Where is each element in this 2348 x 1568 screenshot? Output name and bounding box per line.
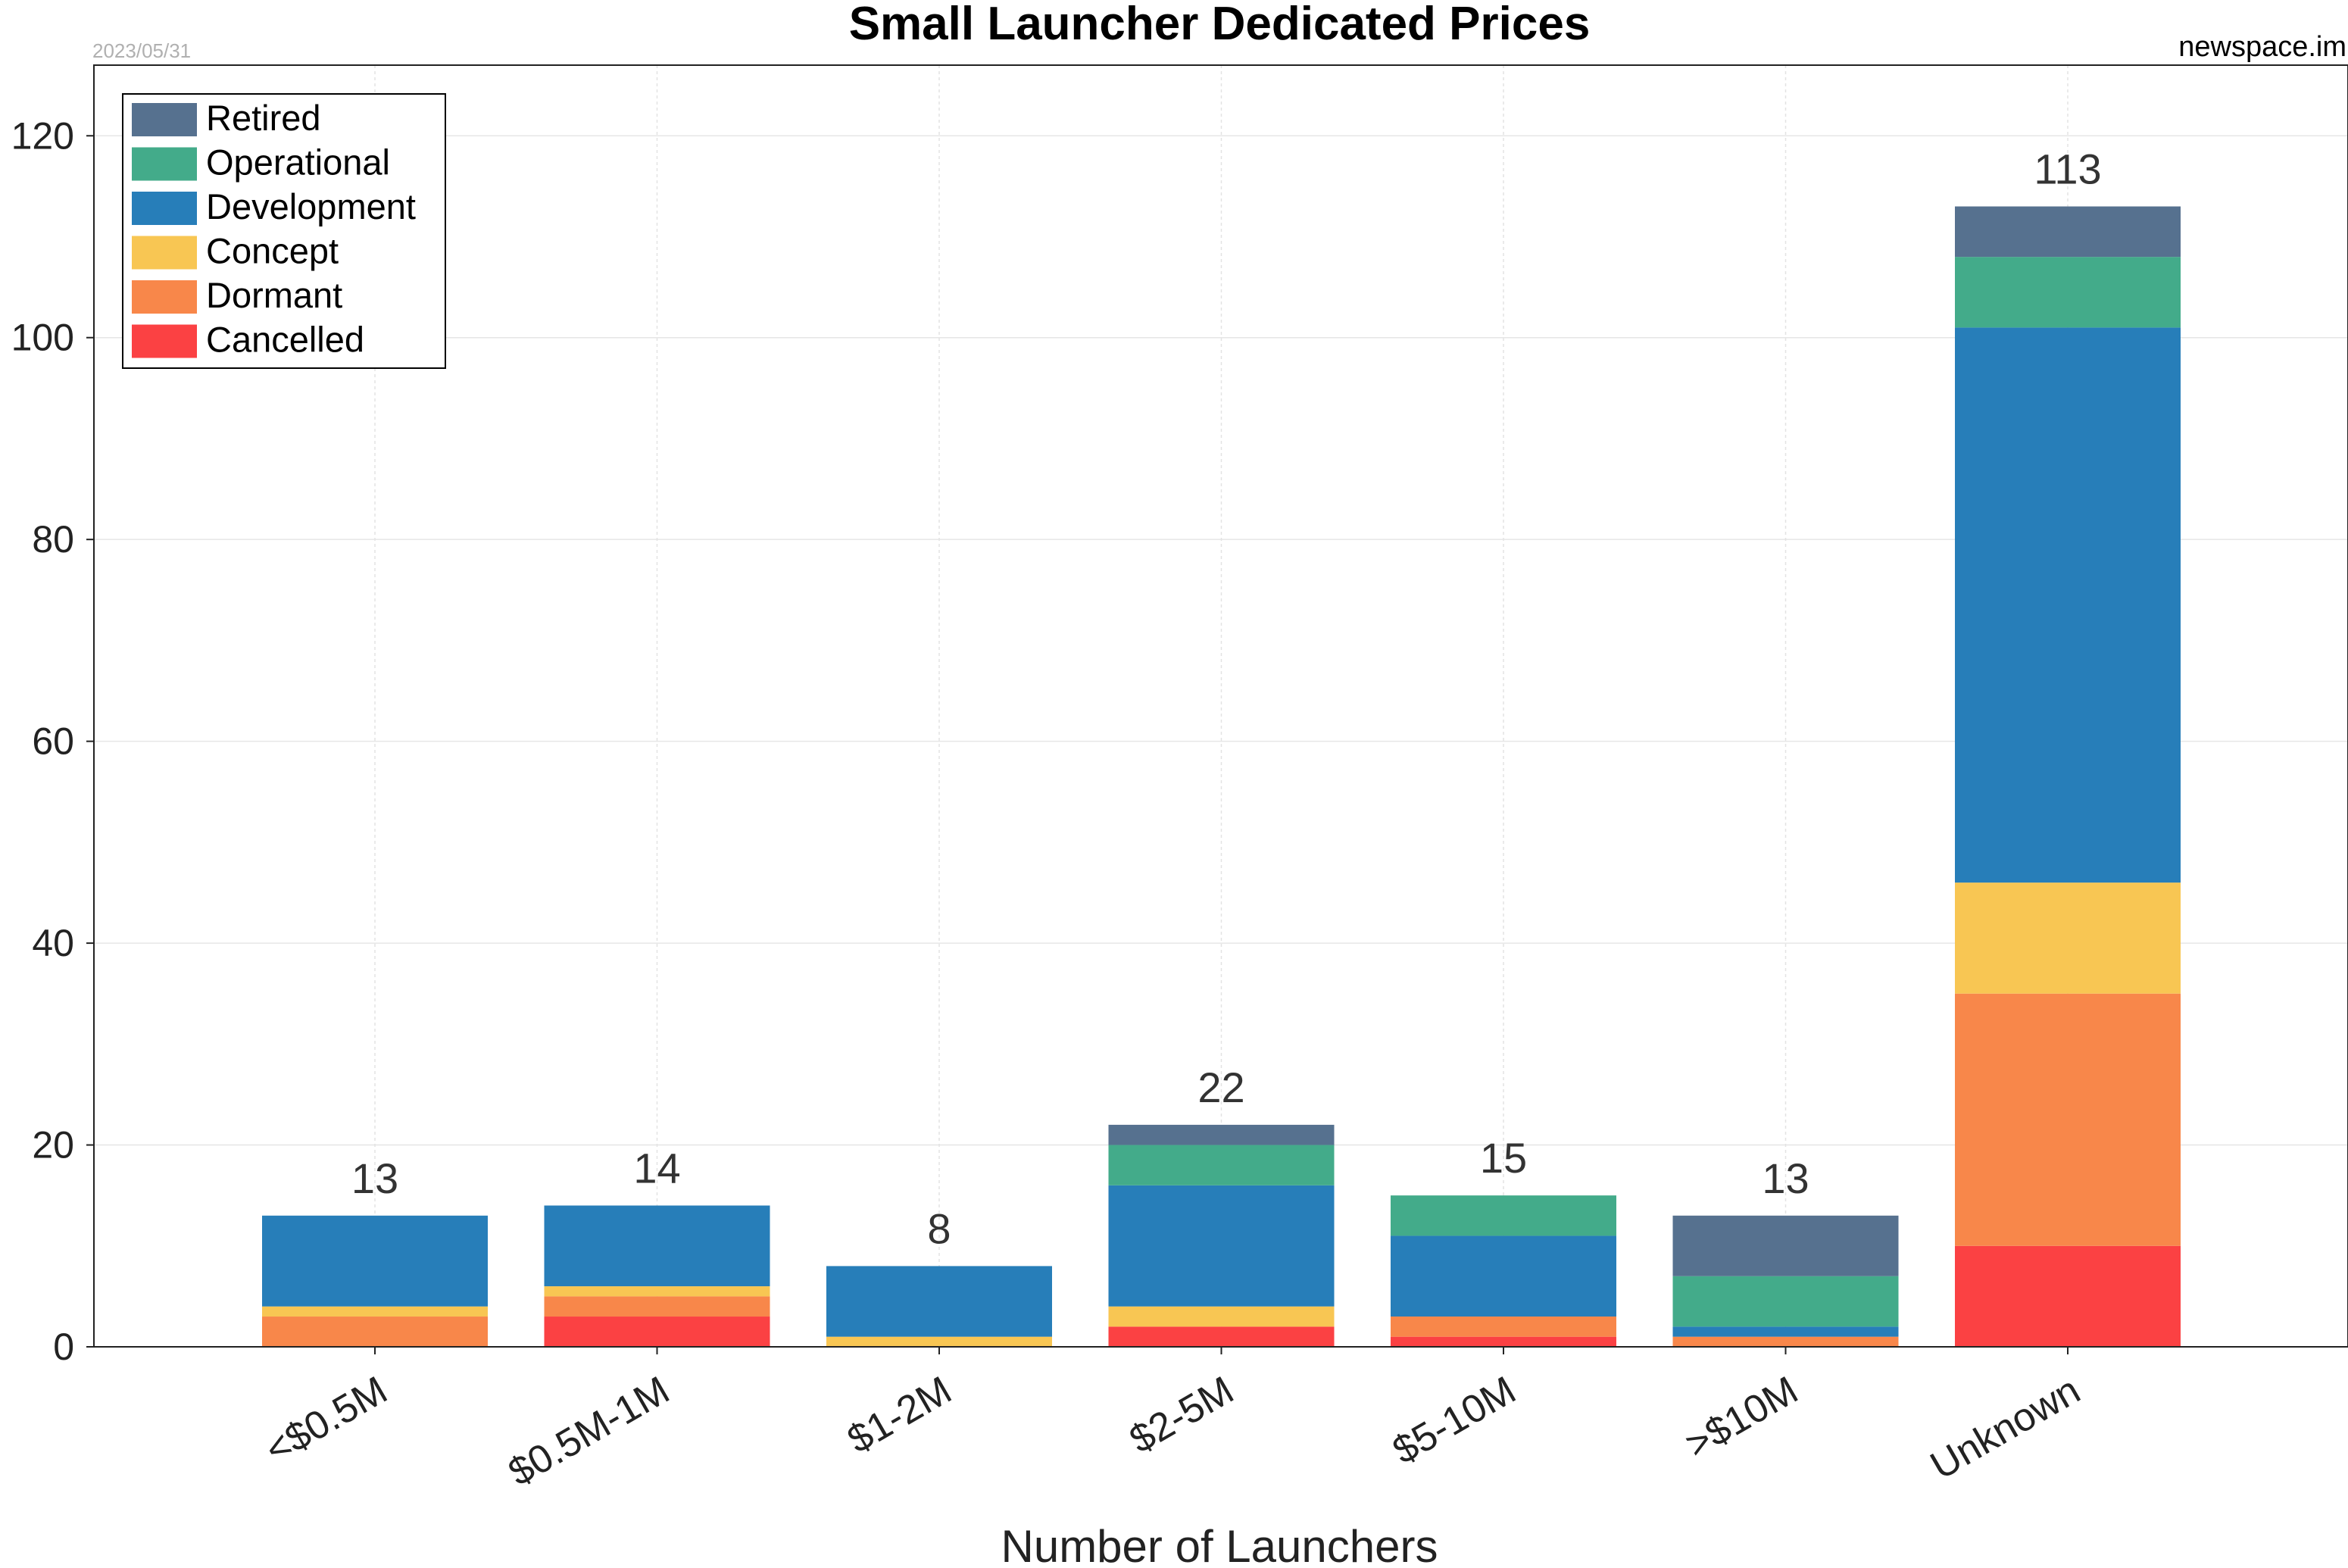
legend-swatch-operational — [132, 147, 197, 181]
bar-total-0-5m-1m: 14 — [633, 1144, 680, 1192]
bar-development-5-10m — [1391, 1235, 1616, 1317]
x-tick-label: >$10M — [1678, 1368, 1806, 1466]
bar-dormant-unknown — [1955, 993, 2181, 1246]
source-label: newspace.im — [2178, 31, 2346, 63]
x-tick-label: $2-5M — [1122, 1368, 1241, 1462]
y-tick-label: 100 — [11, 317, 74, 359]
legend-swatch-retired — [132, 103, 197, 136]
bar-operational-2-5m — [1108, 1145, 1335, 1185]
x-axis: <$0.5M $0.5M-1M $1-2M $2-5M $5-10M >$10M Unkno… — [258, 1347, 2087, 1495]
bar-total-0-5m: 13 — [351, 1154, 398, 1202]
bars — [262, 206, 2181, 1347]
bar-concept-2-5m — [1108, 1306, 1335, 1327]
y-tick-label: 0 — [53, 1326, 74, 1368]
bar-cancelled-2-5m — [1108, 1326, 1335, 1347]
bar-retired-10m — [1672, 1215, 1899, 1276]
legend-frame — [122, 93, 446, 369]
x-tick-label: $0.5M-1M — [501, 1368, 677, 1495]
bar-concept-0-5m-1m — [544, 1286, 770, 1297]
bar-development-0-5m — [262, 1215, 488, 1307]
x-tick-label: <$0.5M — [258, 1368, 395, 1473]
legend-label-concept: Concept — [206, 231, 339, 271]
bar-development-1-2m — [826, 1266, 1052, 1337]
bar-retired-unknown — [1955, 206, 2181, 258]
bar-development-10m — [1672, 1326, 1899, 1337]
bar-cancelled-unknown — [1955, 1245, 2181, 1347]
bar-total-unknown: 113 — [2034, 145, 2101, 193]
x-tick-label: Unknown — [1923, 1368, 2087, 1488]
date-stamp: 2023/05/31 — [92, 39, 191, 62]
bar-operational-5-10m — [1391, 1195, 1616, 1236]
y-tick-label: 20 — [32, 1124, 74, 1167]
bar-total-1-2m: 8 — [927, 1204, 951, 1252]
legend-label-dormant: Dormant — [206, 275, 342, 315]
chart-title: Small Launcher Dedicated Prices — [849, 0, 1591, 50]
bar-dormant-0-5m-1m — [544, 1296, 770, 1317]
bar-concept-0-5m — [262, 1306, 488, 1317]
x-tick-label: $5-10M — [1385, 1368, 1523, 1473]
bar-concept-1-2m — [826, 1336, 1052, 1347]
bar-operational-10m — [1672, 1276, 1899, 1327]
legend-swatch-dormant — [132, 280, 197, 314]
legend-label-cancelled: Cancelled — [206, 320, 364, 360]
bar-development-2-5m — [1108, 1185, 1335, 1307]
y-tick-label: 60 — [32, 720, 74, 763]
legend-swatch-cancelled — [132, 324, 197, 358]
bar-development-0-5m-1m — [544, 1205, 770, 1287]
bar-concept-unknown — [1955, 882, 2181, 994]
y-axis: 0 20 40 60 80 100 120 — [11, 114, 94, 1368]
x-axis-label: Number of Launchers — [1001, 1521, 1438, 1568]
bar-cancelled-0-5m-1m — [544, 1317, 770, 1347]
legend-label-operational: Operational — [206, 142, 390, 183]
bar-dormant-5-10m — [1391, 1317, 1616, 1337]
bar-total-5-10m: 15 — [1480, 1134, 1527, 1182]
bar-operational-unknown — [1955, 257, 2181, 328]
bar-dormant-10m — [1672, 1336, 1899, 1347]
y-tick-label: 40 — [32, 922, 74, 964]
bar-retired-2-5m — [1108, 1124, 1335, 1145]
bar-cancelled-5-10m — [1391, 1336, 1616, 1347]
bar-dormant-0-5m — [262, 1317, 488, 1347]
y-tick-label: 120 — [11, 114, 74, 157]
bar-development-unknown — [1955, 327, 2181, 883]
bar-total-10m: 13 — [1762, 1154, 1809, 1202]
legend-swatch-concept — [132, 236, 197, 270]
bar-total-2-5m: 22 — [1197, 1064, 1244, 1111]
legend-label-retired: Retired — [206, 98, 321, 138]
y-tick-label: 80 — [32, 518, 74, 561]
x-tick-label: $1-2M — [840, 1368, 959, 1462]
bar-totals: 13 14 8 22 15 13 113 — [351, 145, 2102, 1253]
legend-swatch-development — [132, 192, 197, 225]
legend-label-development: Development — [206, 186, 416, 226]
